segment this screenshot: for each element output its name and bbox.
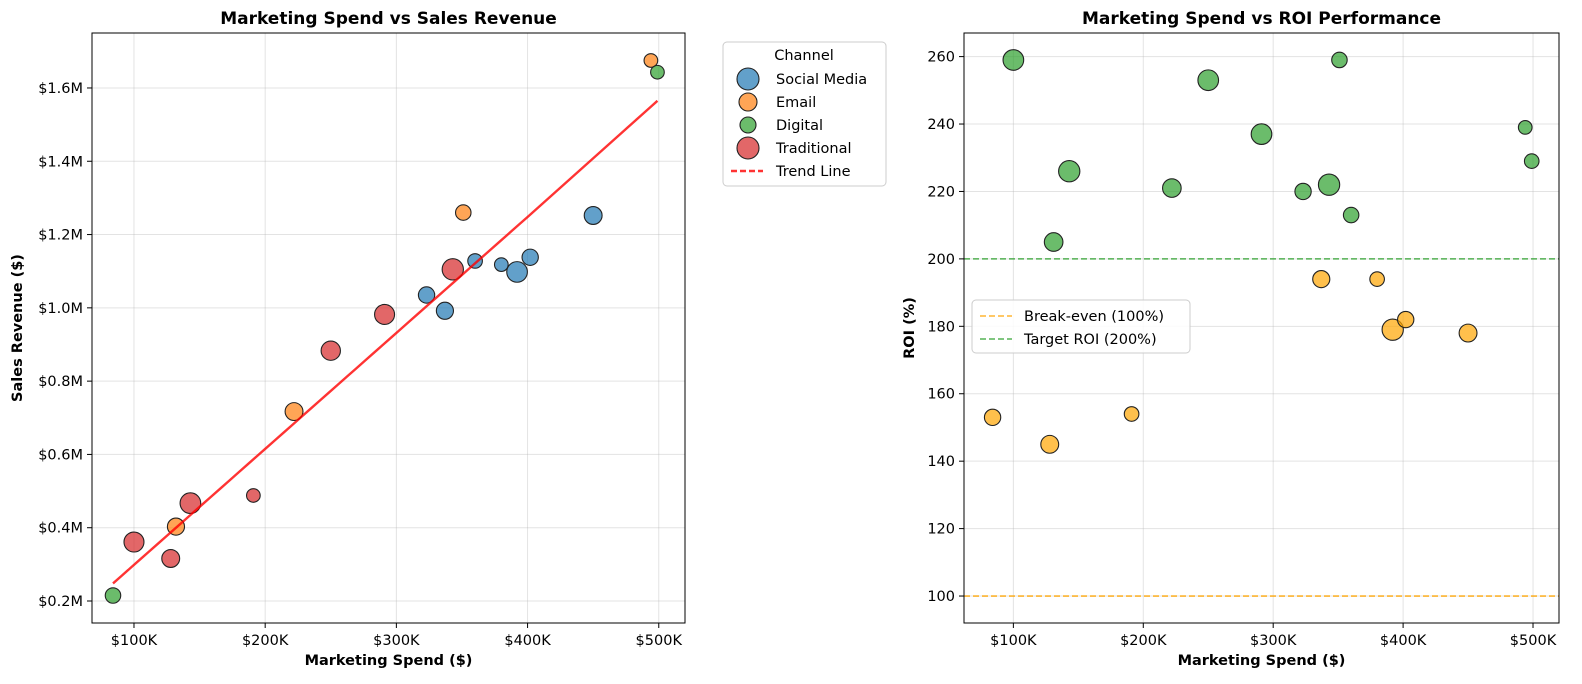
- legend-marker: [736, 136, 760, 160]
- data-point: [1517, 120, 1533, 135]
- data-point: [1331, 51, 1348, 69]
- axes-frame: [91, 32, 686, 624]
- legend-reference: Break-even (100%) Target ROI (200%): [971, 299, 1191, 354]
- y-tick-label: $0.2M: [38, 594, 83, 610]
- legend-label: Break-even (100%): [1024, 309, 1164, 325]
- chart-title: Marketing Spend vs Sales Revenue: [220, 9, 557, 29]
- data-point: [1381, 318, 1404, 341]
- y-tick-label: 120: [927, 522, 955, 538]
- chart-sales-revenue: $100K $200K $300K $400K $500K $0.2M $0.4M $0.6M…: [10, 9, 887, 669]
- x-tick-label: $200K: [1120, 633, 1167, 649]
- data-point: [1197, 69, 1220, 92]
- data-point: [650, 64, 665, 80]
- data-point: [983, 408, 1002, 427]
- legend-marker: [738, 92, 758, 112]
- x-tick-label: $300K: [373, 633, 420, 649]
- data-point: [417, 286, 436, 304]
- data-point: [506, 261, 528, 283]
- legend-label: Traditional: [775, 141, 852, 157]
- legend-box: [722, 41, 887, 187]
- data-point: [161, 549, 181, 568]
- data-point: [583, 206, 603, 225]
- legend-label: Trend Line: [775, 164, 851, 180]
- x-tick-label: $400K: [504, 633, 551, 649]
- data-point: [643, 53, 659, 68]
- y-tick-label: $1.6M: [38, 81, 83, 97]
- y-tick-label: 100: [927, 589, 955, 605]
- data-point: [1250, 123, 1273, 146]
- data-point: [1294, 182, 1312, 201]
- legend-title: Channel: [774, 48, 834, 64]
- trend-line: [112, 99, 659, 585]
- legend-marker: [736, 67, 760, 91]
- y-tick-label: 260: [927, 50, 955, 66]
- y-tick-label: $1.0M: [38, 301, 83, 317]
- x-tick-label: $100K: [111, 633, 158, 649]
- data-point: [435, 301, 455, 320]
- y-tick-label: $0.6M: [38, 447, 83, 463]
- y-tick-label: 140: [927, 454, 955, 470]
- data-point: [1312, 270, 1331, 289]
- x-tick-label: $500K: [636, 633, 683, 649]
- data-point: [1058, 160, 1081, 183]
- y-tick-label: $0.4M: [38, 521, 83, 537]
- data-point: [493, 257, 509, 272]
- y-tick-label: 180: [927, 319, 955, 335]
- data-point: [104, 587, 122, 604]
- data-point: [179, 492, 202, 515]
- data-point: [284, 402, 304, 422]
- data-point: [467, 253, 483, 269]
- data-point: [374, 303, 396, 325]
- data-point: [1040, 434, 1060, 454]
- y-tick-label: $0.8M: [38, 374, 83, 390]
- chart-title: Marketing Spend vs ROI Performance: [1082, 9, 1441, 29]
- legend-label: Email: [776, 95, 816, 111]
- data-point: [1162, 178, 1182, 198]
- x-tick-label: $500K: [1510, 633, 1557, 649]
- y-tick-label: 200: [927, 252, 955, 268]
- legend-channel: Channel Social Media Email Digital Tradition…: [722, 41, 887, 187]
- x-axis-label: Marketing Spend ($): [305, 653, 473, 669]
- x-tick-label: $100K: [990, 633, 1037, 649]
- chart-roi-performance: $100K $200K $300K $400K $500K 100 120 140 160 180…: [902, 9, 1560, 669]
- y-axis-label: ROI (%): [902, 297, 918, 359]
- y-tick-label: $1.4M: [38, 154, 83, 170]
- data-point: [1458, 323, 1478, 343]
- data-point: [1342, 206, 1360, 224]
- y-tick-label: 240: [927, 117, 955, 133]
- data-point: [1002, 49, 1025, 71]
- axes-frame: [963, 32, 1560, 624]
- data-point: [320, 340, 341, 361]
- legend-box: [971, 299, 1191, 354]
- data-point: [123, 531, 145, 553]
- x-axis-label: Marketing Spend ($): [1178, 653, 1346, 669]
- data-point: [1523, 153, 1540, 169]
- x-tick-label: $200K: [242, 633, 289, 649]
- data-point: [521, 248, 539, 266]
- data-point: [441, 258, 464, 281]
- legend-label: Social Media: [776, 72, 867, 88]
- legend-label: Target ROI (200%): [1023, 332, 1157, 348]
- data-point: [1369, 271, 1385, 287]
- data-point: [1123, 406, 1140, 422]
- data-point: [1317, 173, 1341, 196]
- data-point: [1396, 310, 1415, 329]
- y-tick-label: 160: [927, 387, 955, 403]
- y-tick-label: $1.2M: [38, 228, 83, 244]
- legend-label: Digital: [776, 118, 823, 134]
- x-tick-label: $300K: [1250, 633, 1297, 649]
- data-point: [454, 204, 472, 221]
- data-point: [1043, 232, 1064, 252]
- y-tick-label: 220: [927, 184, 955, 200]
- legend-marker: [739, 116, 757, 134]
- x-tick-label: $400K: [1380, 633, 1427, 649]
- y-axis-label: Sales Revenue ($): [10, 254, 26, 402]
- data-point: [245, 488, 261, 503]
